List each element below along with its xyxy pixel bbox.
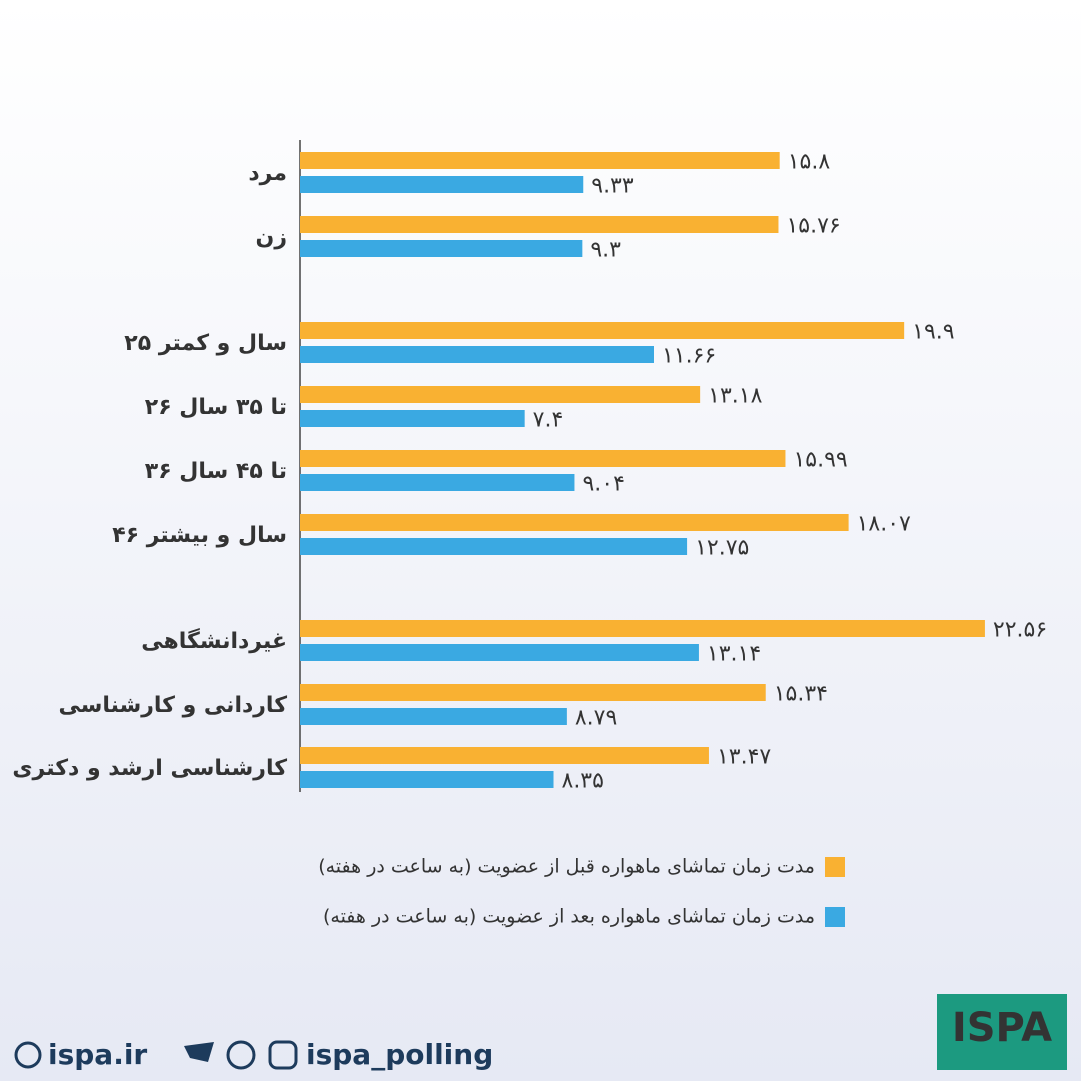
footer: ispa.ir ispa_polling ISPA [14,994,1067,1071]
bar [300,620,985,637]
bar [300,538,688,555]
logo-box [937,994,1067,1070]
bar [300,771,554,788]
bar [300,747,709,764]
category-label: ۲۶ تا ۳۵ سال [145,395,287,420]
value-label: ۷.۴ [533,408,564,433]
bar [300,684,766,701]
bar [300,410,525,427]
value-label: ۹.۳۳ [591,174,634,199]
category-label: کاردانی و کارشناسی [58,693,287,718]
bar [300,240,583,257]
value-label: ۱۱.۶۶ [662,344,716,369]
bar [300,346,654,363]
legend-label: مدت زمان تماشای ماهواره قبل از عضویت (به… [318,856,815,878]
value-label: ۱۵.۳۴ [774,682,828,707]
telegram-icon [226,1040,256,1070]
legend-swatch [825,857,845,877]
category-label: ۲۵ سال و کمتر [124,331,287,356]
instagram-icon [268,1040,298,1070]
twitter-icon [184,1042,214,1062]
logo: ISPA [952,1005,1052,1051]
value-label: ۹.۳ [590,238,621,263]
category-label: ۴۶ سال و بیشتر [112,523,287,548]
bar [300,386,701,403]
value-label: ۱۵.۸ [788,150,831,175]
bar [300,216,779,233]
value-label: ۱۳.۱۸ [708,384,762,409]
globe-icon [14,1041,42,1069]
category-label: کارشناسی ارشد و دکتری [12,756,287,781]
bar [300,152,780,169]
website[interactable]: ispa.ir [48,1038,147,1071]
legend-swatch [825,907,845,927]
bar [300,708,567,725]
value-label: ۱۳.۱۴ [707,642,761,667]
value-label: ۱۳.۴۷ [717,745,771,770]
handle[interactable]: ispa_polling [306,1038,493,1071]
value-label: ۱۹.۹ [912,320,954,345]
bar [300,450,786,467]
value-label: ۱۵.۷۶ [786,214,840,239]
bar [300,176,584,193]
legend-label: مدت زمان تماشای ماهواره بعد از عضویت (به… [323,906,815,928]
category-label: غیردانشگاهی [141,627,287,654]
category-label: زن [256,225,287,250]
value-label: ۱۵.۹۹ [793,448,847,473]
category-label: مرد [248,161,287,186]
value-label: ۲۲.۵۶ [993,618,1047,643]
value-label: ۱۲.۷۵ [695,536,749,561]
value-label: ۸.۷۹ [575,706,617,731]
bar [300,474,575,491]
bar [300,322,905,339]
value-label: ۹.۰۴ [582,472,624,497]
bar [300,514,849,531]
value-label: ۸.۳۵ [562,769,604,794]
bar [300,644,699,661]
category-label: ۳۶ تا ۴۵ سال [145,459,287,484]
value-label: ۱۸.۰۷ [857,512,911,537]
